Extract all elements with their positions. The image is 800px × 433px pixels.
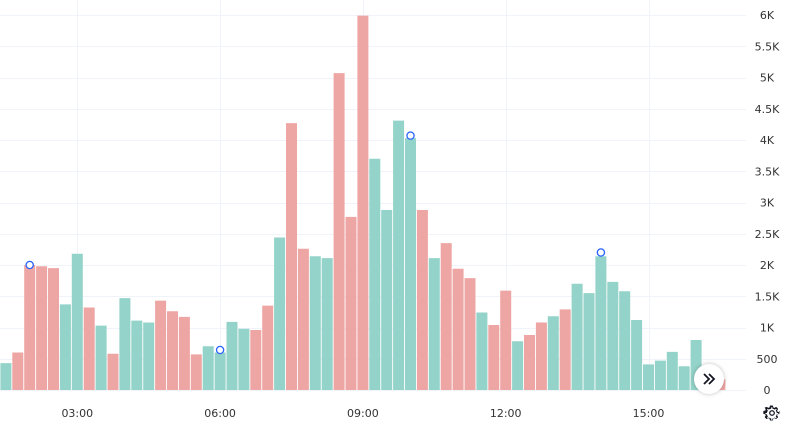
volume-bar (321, 258, 333, 390)
volume-bar (95, 325, 107, 390)
volume-bar (476, 312, 488, 390)
x-tick-label: 03:00 (61, 407, 93, 420)
volume-bar (381, 210, 393, 390)
volume-bar (226, 321, 238, 390)
volume-bar (202, 346, 214, 390)
volume-bar (464, 278, 476, 390)
volume-bar (619, 291, 631, 390)
volume-bar (571, 283, 583, 390)
volume-bar (107, 353, 119, 390)
volume-bar (286, 123, 297, 390)
y-tick-label: 1K (760, 322, 775, 335)
x-tick-label: 12:00 (490, 407, 522, 420)
volume-bar (631, 320, 643, 390)
volume-bar (559, 309, 571, 390)
volume-bar (71, 253, 83, 390)
y-tick-label: 0 (764, 384, 771, 397)
chart-settings-button[interactable] (761, 402, 783, 424)
y-tick-label: 1.5K (755, 290, 780, 303)
volume-bar (262, 305, 274, 390)
volume-bar (500, 290, 512, 390)
volume-bar (524, 335, 535, 390)
x-axis: 03:00 06:00 09:00 12:00 15:00 (61, 407, 664, 420)
y-tick-label: 4.5K (755, 103, 780, 116)
volume-bar (59, 304, 71, 390)
volume-bar (583, 293, 595, 390)
volume-bar (666, 351, 678, 390)
volume-bar (131, 320, 143, 390)
volume-bar (119, 298, 131, 390)
volume-bar (274, 237, 286, 390)
y-tick-label: 2.5K (755, 228, 780, 241)
y-tick-label: 6K (760, 9, 775, 22)
volume-bar (440, 243, 452, 390)
volume-bar (678, 366, 690, 390)
volume-bar (512, 341, 524, 390)
y-tick-label: 5.5K (755, 40, 780, 53)
volume-bar (250, 330, 262, 390)
volume-bar (167, 311, 178, 390)
volume-bar (83, 307, 95, 390)
y-tick-label: 4K (760, 134, 775, 147)
x-tick-label: 06:00 (204, 407, 236, 420)
volume-bar (0, 363, 12, 390)
volume-bar (333, 73, 345, 390)
volume-bar (190, 354, 202, 390)
volume-bar (48, 268, 59, 390)
volume-bar (595, 256, 607, 390)
volume-bar (345, 216, 357, 390)
volume-bar (357, 15, 369, 390)
gear-icon (763, 405, 780, 421)
volume-bar (690, 340, 702, 390)
volume-bar (607, 281, 619, 390)
volume-bar (405, 138, 416, 390)
bars (0, 15, 726, 390)
markers (25, 131, 606, 355)
volume-bar (488, 325, 500, 390)
volume-bar (428, 258, 440, 390)
volume-bar (178, 316, 190, 390)
volume-bar (12, 352, 24, 390)
volume-bar (309, 256, 321, 390)
volume-bar (36, 266, 48, 390)
x-tick-label: 15:00 (633, 407, 665, 420)
volume-bar (297, 248, 309, 390)
volume-bar (452, 268, 464, 390)
volume-bar (547, 316, 559, 390)
volume-bar (535, 322, 547, 390)
scroll-to-realtime-button[interactable] (694, 364, 724, 394)
y-tick-label: 3K (760, 197, 775, 210)
volume-bar (143, 322, 155, 390)
event-marker[interactable] (215, 345, 225, 355)
double-chevron-right-icon (703, 373, 716, 385)
y-axis: 0 500 1K 1.5K 2K 2.5K 3K 3.5K 4K 4.5K 5K 5.5K 6K (755, 9, 780, 397)
event-marker[interactable] (596, 248, 606, 257)
volume-bar (369, 158, 381, 390)
x-tick-label: 09:00 (347, 407, 379, 420)
y-tick-label: 2K (760, 259, 775, 272)
volume-bar (393, 120, 405, 390)
y-tick-label: 3.5K (755, 165, 780, 178)
volume-bar (416, 210, 428, 390)
volume-bar (654, 360, 666, 390)
volume-bar (24, 265, 36, 390)
y-tick-label: 500 (757, 353, 778, 366)
volume-bar (643, 364, 654, 390)
volume-bar (238, 328, 250, 390)
volume-bar (214, 352, 226, 390)
event-marker[interactable] (406, 131, 415, 140)
y-tick-label: 5K (760, 72, 775, 85)
volume-bar (155, 300, 167, 390)
event-marker[interactable] (25, 260, 34, 270)
